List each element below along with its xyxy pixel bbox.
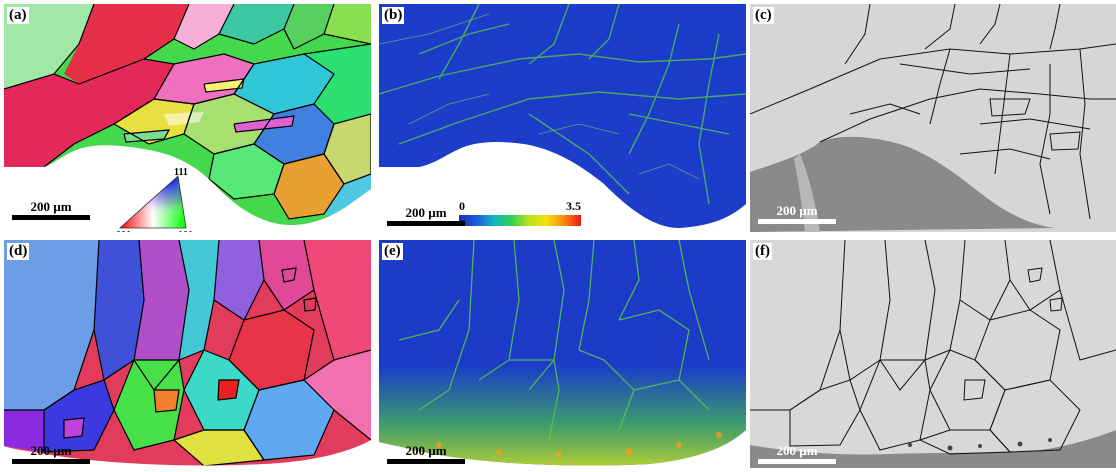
ipf-label-001: 001 <box>116 230 131 232</box>
panel-e: (e) 200 µm <box>379 240 746 468</box>
scale-bar-d: 200 µm <box>12 444 90 464</box>
ipf-label-101: 101 <box>178 230 193 232</box>
panel-label-b: (b) <box>382 7 405 24</box>
ipf-map-a <box>4 4 371 226</box>
panel-label-a: (a) <box>7 7 29 24</box>
panel-d: (d) 200 µm <box>4 240 371 468</box>
bc-map-c <box>750 4 1116 232</box>
scale-bar-b: 200 µm <box>387 206 465 226</box>
panel-c: (c) 200 µm <box>750 4 1116 232</box>
ipf-triangle-icon <box>118 175 187 229</box>
panel-label-e: (e) <box>382 243 403 260</box>
scale-bar-label-b: 200 µm <box>405 205 447 220</box>
kam-map-b <box>379 4 746 228</box>
scale-bar-c: 200 µm <box>758 204 836 224</box>
scale-bar-label-d: 200 µm <box>30 443 72 458</box>
panel-label-c: (c) <box>753 7 774 24</box>
scale-bar-label-a: 200 µm <box>30 199 72 214</box>
kam-colorbar-max: 3.5 <box>566 199 581 213</box>
kam-colorbar-gradient <box>459 215 581 226</box>
kam-colorbar-min: 0 <box>459 199 465 213</box>
panel-label-d: (d) <box>7 243 30 260</box>
panel-label-f: (f) <box>753 243 772 260</box>
scale-bar-label-c: 200 µm <box>776 203 818 218</box>
scale-bar-label-e: 200 µm <box>405 443 447 458</box>
ipf-color-key: 111 001 101 <box>116 167 206 232</box>
ipf-map-d <box>4 240 371 466</box>
panel-f: (f) 200 µm <box>750 240 1116 468</box>
scale-bar-e: 200 µm <box>387 444 465 464</box>
scale-bar-label-f: 200 µm <box>776 443 818 458</box>
panel-b: (b) 0 3.5 200 µm <box>379 4 746 232</box>
kam-map-e <box>379 240 746 466</box>
scale-bar-f: 200 µm <box>758 444 836 464</box>
ipf-label-111: 111 <box>174 167 188 178</box>
bc-map-f <box>750 240 1116 468</box>
panel-a: (a) 111 001 101 200 µm <box>4 4 371 232</box>
scale-bar-a: 200 µm <box>12 200 90 220</box>
